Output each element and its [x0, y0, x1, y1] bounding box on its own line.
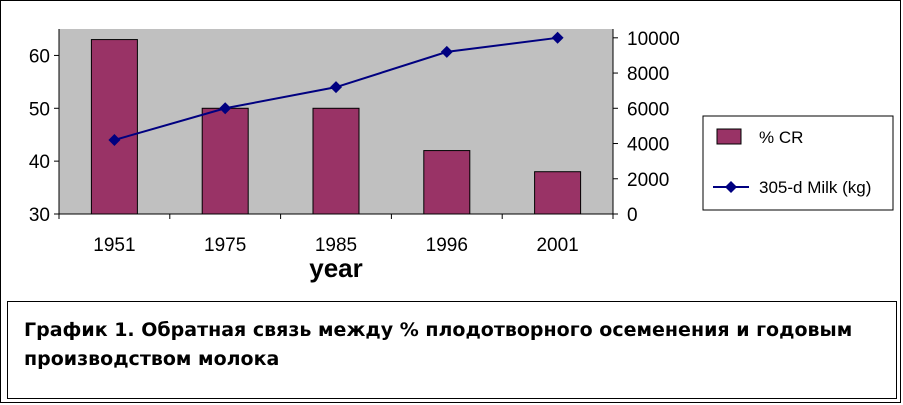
- legend-swatch-cr: [716, 128, 742, 145]
- legend-label-milk: 305-d Milk (kg): [759, 178, 871, 197]
- bar: [201, 107, 249, 215]
- left-tick-label: 40: [29, 152, 50, 173]
- figure-caption-box: График 1. Обратная связь между % плодотв…: [7, 301, 897, 399]
- right-tick-label: 6000: [627, 99, 669, 120]
- right-tick-label: 10000: [627, 29, 680, 50]
- x-tick-label: 1951: [93, 235, 135, 256]
- right-axis: 0 2000 4000 6000 8000 10000: [612, 29, 680, 226]
- right-tick-label: 4000: [627, 135, 669, 156]
- legend: % CR 305-d Milk (kg): [702, 115, 894, 211]
- milk-point: [108, 134, 121, 146]
- chart: 30 40 50 60 0 2000 4000 6000 8000 10000 1951 1975…: [29, 29, 894, 283]
- bar: [534, 171, 582, 215]
- x-tick-label: 1975: [204, 235, 246, 256]
- left-axis: 30 40 50 60: [29, 29, 60, 226]
- x-tick-label: 1985: [315, 235, 357, 256]
- milk-line: [108, 31, 564, 146]
- left-tick-label: 30: [29, 205, 50, 226]
- milk-point: [219, 102, 232, 115]
- right-tick-label: 2000: [627, 170, 669, 191]
- left-tick-label: 50: [29, 99, 50, 120]
- bar: [312, 107, 360, 215]
- figure-caption: График 1. Обратная связь между % плодотв…: [24, 319, 853, 370]
- milk-point: [551, 31, 564, 44]
- x-axis-label: year: [309, 253, 363, 283]
- x-axis: 1951 1975 1985 1996 2001: [58, 213, 614, 256]
- bar: [423, 150, 471, 215]
- left-tick-label: 60: [29, 46, 50, 67]
- x-tick-label: 2001: [536, 235, 578, 256]
- legend-label-cr: % CR: [759, 128, 803, 147]
- bar: [90, 39, 138, 215]
- bars: [90, 39, 582, 215]
- right-tick-label: 0: [627, 205, 638, 226]
- milk-point: [330, 81, 342, 94]
- right-tick-label: 8000: [627, 64, 669, 85]
- milk-point: [440, 45, 453, 58]
- x-tick-label: 1996: [426, 235, 468, 256]
- legend-marker-milk: [725, 181, 737, 193]
